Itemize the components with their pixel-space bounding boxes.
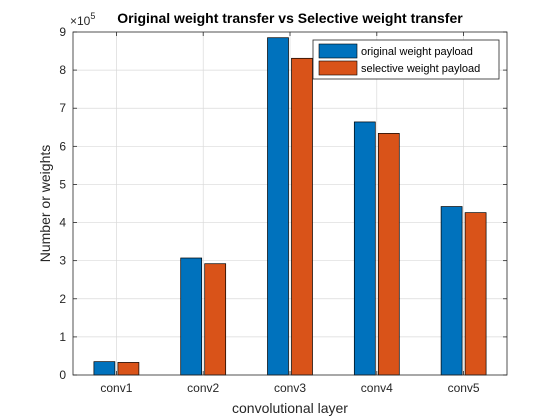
bar-original-conv4 bbox=[353, 121, 376, 376]
y-tick-label: 0 bbox=[59, 368, 66, 382]
y-tick-label: 6 bbox=[59, 139, 66, 153]
bar-selective-conv5 bbox=[464, 212, 487, 376]
y-axis-label: Number or weights bbox=[37, 145, 53, 263]
bar-selective-conv2 bbox=[204, 263, 227, 376]
bar-original-conv1 bbox=[93, 361, 116, 376]
y-tick-label: 9 bbox=[59, 25, 66, 39]
legend: original weight payload selective weight… bbox=[312, 39, 500, 80]
legend-swatch-original bbox=[318, 43, 358, 59]
y-tick-label: 8 bbox=[59, 63, 66, 77]
bar-original-conv5 bbox=[440, 206, 463, 376]
bar-selective-conv3 bbox=[291, 57, 313, 376]
y-tick-label: 7 bbox=[59, 101, 66, 115]
legend-swatch-selective bbox=[318, 60, 358, 76]
bar-selective-conv4 bbox=[377, 133, 400, 376]
ticks bbox=[73, 31, 507, 376]
x-tick-label: conv1 bbox=[100, 381, 132, 395]
y-exponent: ×105 bbox=[70, 11, 95, 28]
y-tick-label: 3 bbox=[59, 254, 66, 268]
y-tick-label: 1 bbox=[59, 330, 66, 344]
y-exponent-base: ×10 bbox=[70, 14, 91, 28]
bar-selective-conv1 bbox=[117, 362, 140, 376]
legend-label-original: original weight payload bbox=[361, 46, 473, 58]
y-tick-label: 4 bbox=[59, 216, 66, 230]
y-tick-label: 2 bbox=[59, 292, 66, 306]
bars bbox=[93, 37, 487, 376]
x-tick-label: conv3 bbox=[274, 381, 306, 395]
chart-title: Original weight transfer vs Selective we… bbox=[117, 10, 463, 26]
y-tick-label: 5 bbox=[59, 177, 66, 191]
legend-label-selective: selective weight payload bbox=[361, 63, 480, 75]
bar-original-conv3 bbox=[267, 37, 289, 376]
x-tick-label: conv2 bbox=[187, 381, 219, 395]
x-axis-label: convolutional layer bbox=[232, 400, 348, 416]
grid bbox=[73, 32, 507, 375]
x-tick-label: conv4 bbox=[361, 381, 393, 395]
y-tick-labels: 0 1 2 3 4 5 6 7 8 9 bbox=[59, 25, 66, 382]
x-tick-label: conv5 bbox=[448, 381, 480, 395]
bar-original-conv2 bbox=[180, 257, 203, 376]
x-tick-labels: conv1 conv2 conv3 conv4 conv5 bbox=[100, 381, 480, 395]
y-exponent-power: 5 bbox=[90, 11, 95, 21]
